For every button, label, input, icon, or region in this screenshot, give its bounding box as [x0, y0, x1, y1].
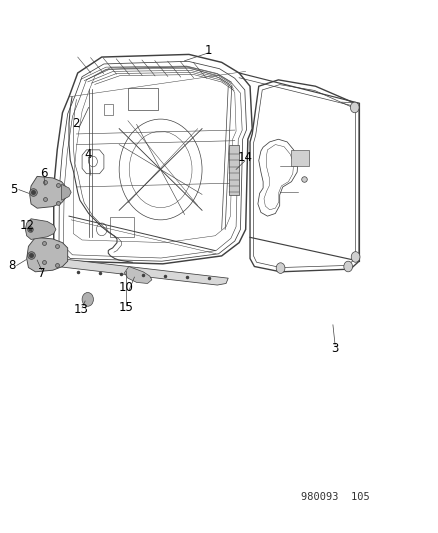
- Text: 1: 1: [205, 44, 212, 56]
- Polygon shape: [61, 184, 71, 200]
- Text: 13: 13: [73, 303, 88, 317]
- Bar: [110, 217, 134, 237]
- Bar: [229, 144, 238, 195]
- Circle shape: [82, 293, 93, 306]
- Circle shape: [276, 263, 284, 273]
- Bar: [127, 88, 157, 110]
- Bar: [291, 150, 308, 166]
- Circle shape: [350, 252, 359, 262]
- Polygon shape: [57, 260, 228, 285]
- Text: 3: 3: [331, 342, 338, 355]
- Text: 5: 5: [10, 183, 17, 196]
- Bar: [104, 104, 113, 115]
- Polygon shape: [30, 176, 66, 208]
- Text: 12: 12: [19, 219, 34, 232]
- Text: 14: 14: [237, 151, 252, 164]
- Polygon shape: [124, 266, 152, 284]
- Circle shape: [343, 261, 352, 272]
- Circle shape: [350, 102, 358, 113]
- Text: 2: 2: [72, 117, 79, 130]
- Text: 7: 7: [38, 267, 45, 280]
- Polygon shape: [27, 237, 67, 272]
- Text: 6: 6: [40, 167, 48, 180]
- Text: 4: 4: [84, 148, 91, 160]
- Text: 15: 15: [118, 301, 133, 314]
- Text: 10: 10: [118, 281, 133, 294]
- Text: 8: 8: [9, 259, 16, 272]
- Text: 980093  105: 980093 105: [300, 492, 369, 503]
- Polygon shape: [25, 219, 56, 239]
